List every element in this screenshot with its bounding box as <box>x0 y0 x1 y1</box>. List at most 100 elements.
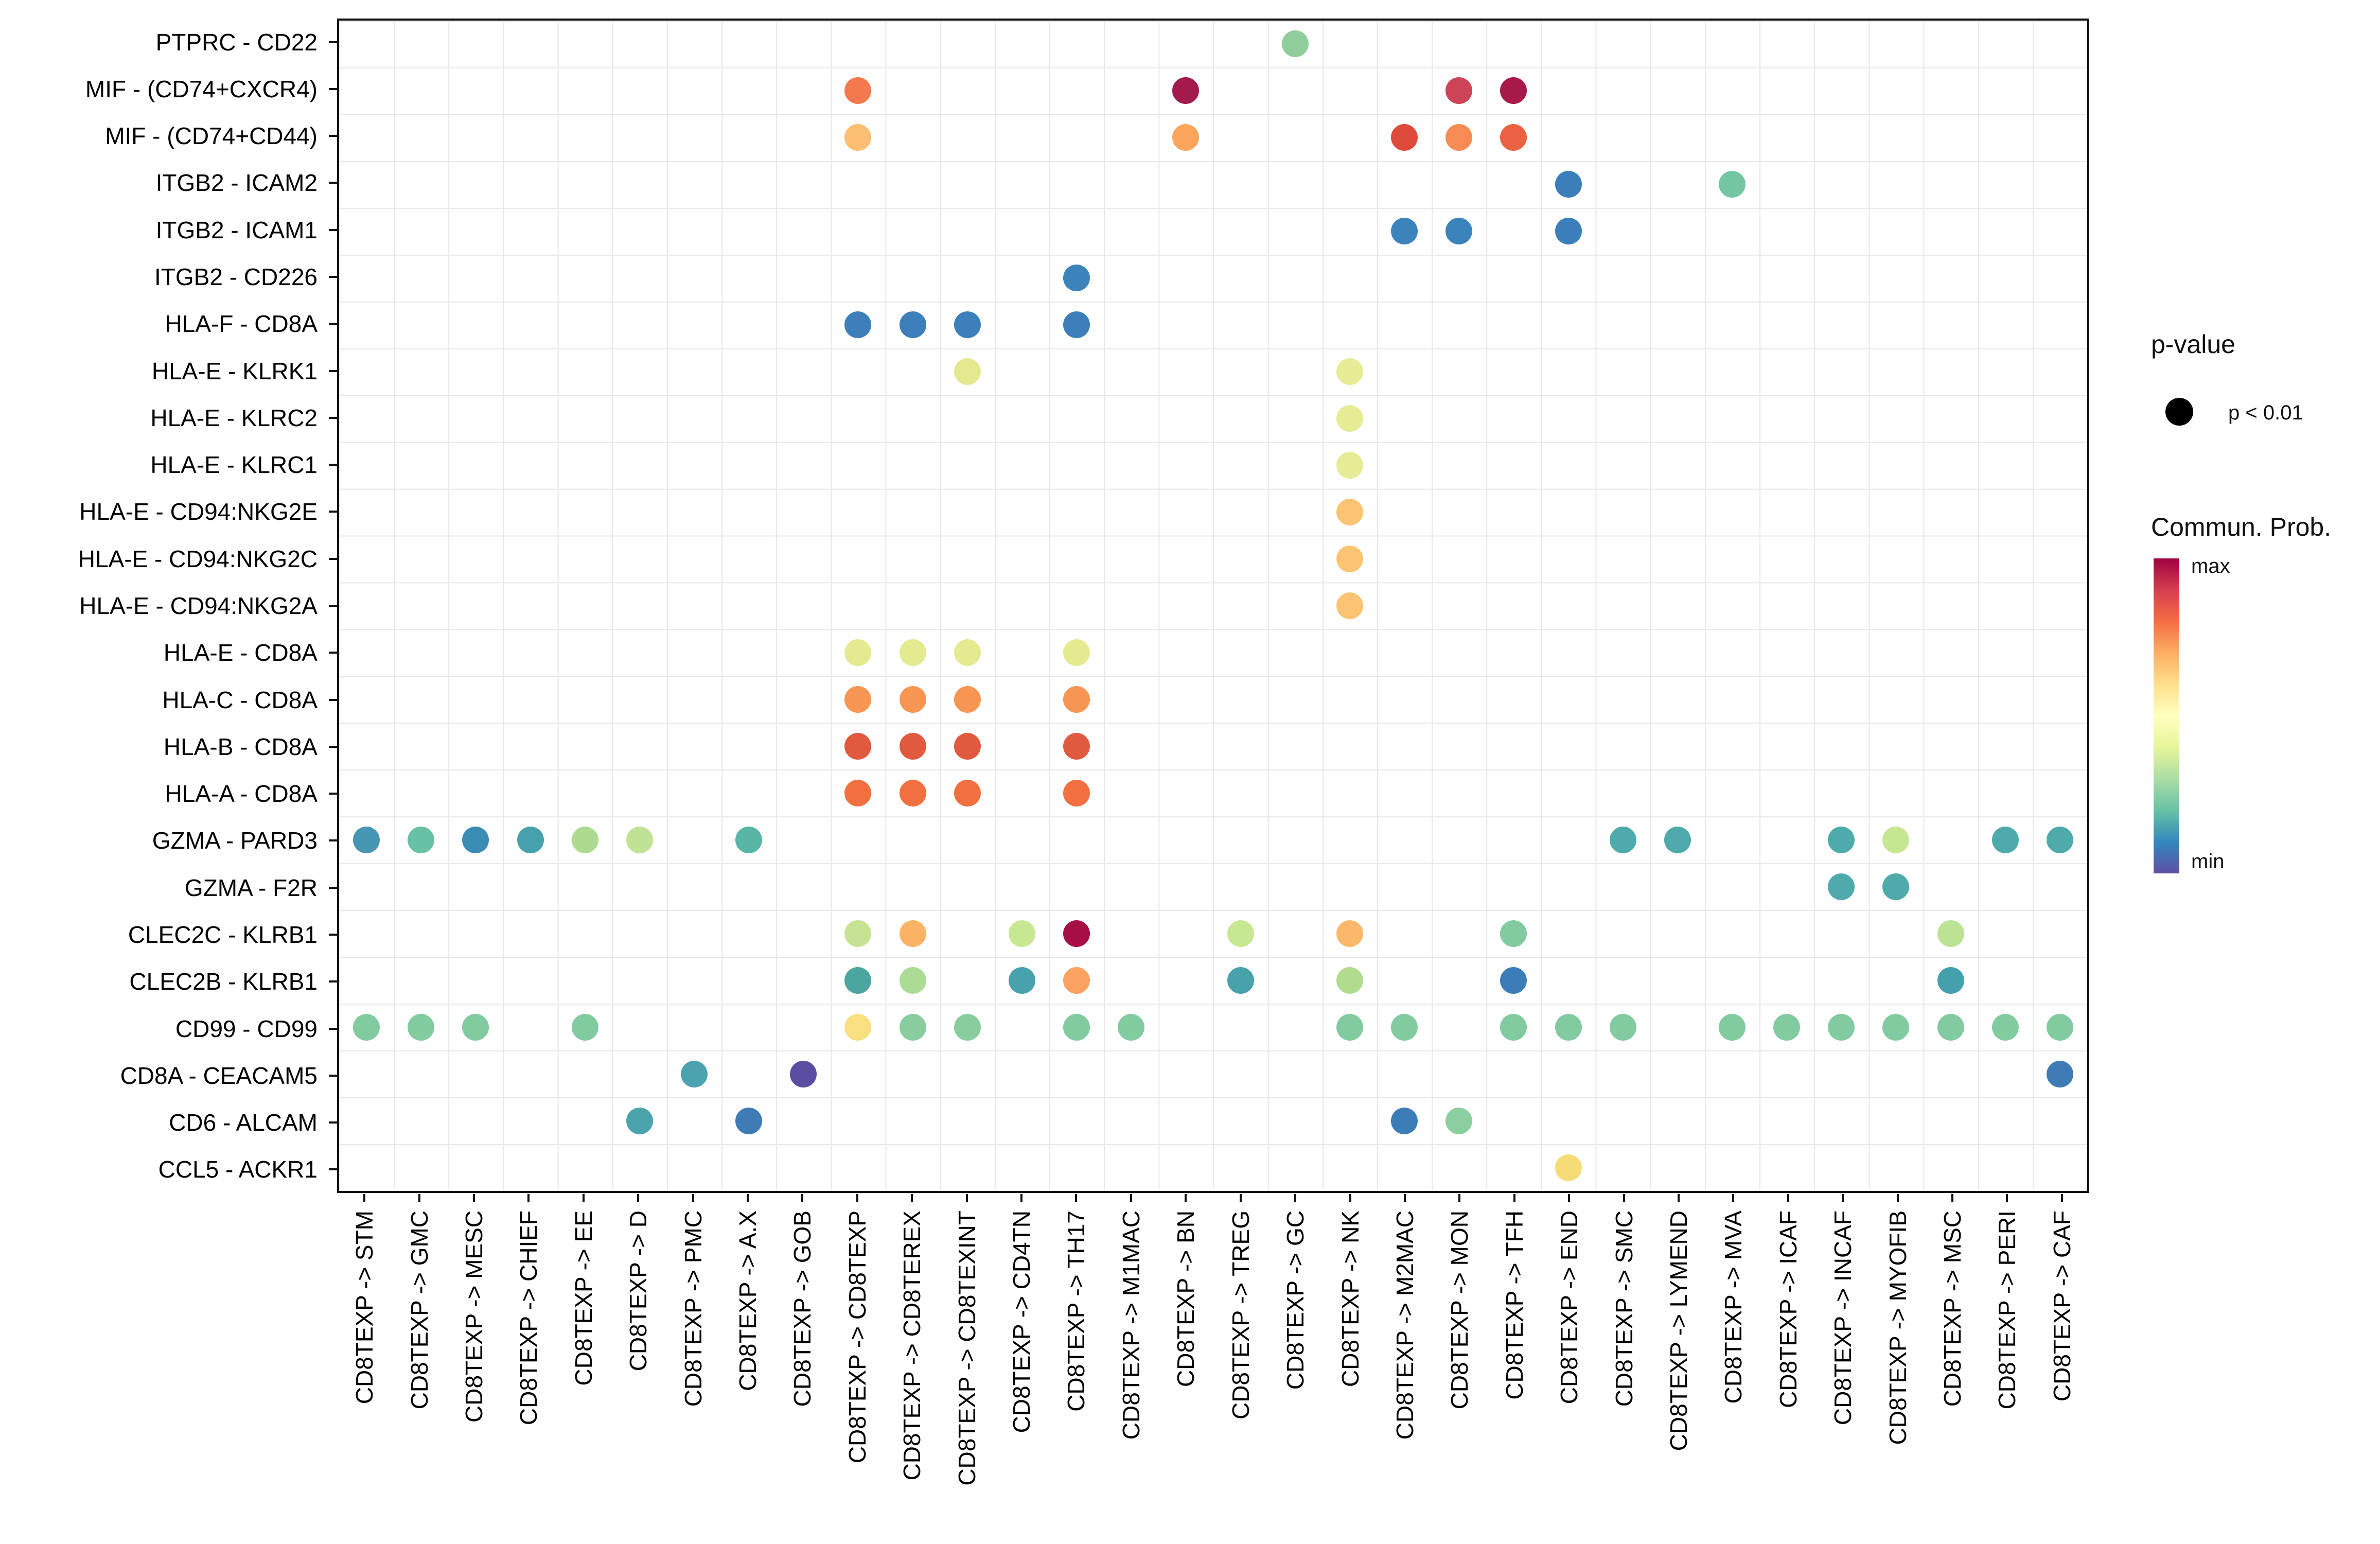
x-tick <box>1294 1194 1297 1202</box>
data-dot <box>1500 77 1527 104</box>
data-dot <box>1391 124 1418 151</box>
y-axis-label: HLA-C - CD8A <box>162 686 318 713</box>
data-dot <box>353 826 380 853</box>
y-tick <box>329 41 337 43</box>
data-dot <box>1063 1013 1090 1041</box>
data-dot <box>954 311 981 339</box>
x-tick <box>1185 1194 1187 1202</box>
data-dot <box>844 77 872 104</box>
x-tick <box>1020 1194 1023 1202</box>
data-dot <box>1336 452 1363 479</box>
x-tick <box>1732 1194 1735 1202</box>
data-dot <box>899 639 926 666</box>
data-dot <box>1937 967 1964 994</box>
data-dot <box>954 732 981 760</box>
x-tick <box>911 1194 913 1202</box>
data-dot <box>1391 218 1418 245</box>
x-tick <box>363 1194 366 1202</box>
data-dot <box>2046 1013 2073 1041</box>
data-dot <box>1336 920 1363 947</box>
data-dot <box>626 1107 653 1134</box>
x-tick <box>527 1194 530 1202</box>
data-dot <box>1172 77 1200 104</box>
x-axis-label: CD8TEXP -> M2MAC <box>1391 1210 1418 1440</box>
data-dot <box>735 1107 763 1134</box>
data-dot <box>735 826 763 853</box>
data-dot <box>1336 499 1363 526</box>
data-dot <box>1227 967 1254 994</box>
x-tick <box>2006 1194 2008 1202</box>
colorbar-gradient <box>2154 558 2179 873</box>
y-axis-label: CD99 - CD99 <box>175 1015 318 1042</box>
data-dot <box>1445 218 1473 245</box>
data-dot <box>1391 1107 1418 1134</box>
data-dot <box>1828 1013 1855 1041</box>
data-dot <box>1500 967 1527 994</box>
data-dot <box>1555 1154 1582 1181</box>
data-dot <box>844 639 872 666</box>
y-tick <box>329 839 337 842</box>
y-axis-label: MIF - (CD74+CD44) <box>105 122 318 150</box>
data-dot <box>1063 311 1090 339</box>
data-dot <box>571 1013 598 1041</box>
data-dot <box>844 686 872 713</box>
data-dot <box>1555 171 1582 198</box>
y-tick <box>329 1027 337 1030</box>
data-dot <box>1937 1013 1964 1041</box>
y-axis-label: HLA-E - KLRC1 <box>150 451 318 479</box>
colorbar-title: Commun. Prob. <box>2151 513 2332 541</box>
data-dot <box>844 732 872 760</box>
x-tick <box>418 1194 420 1202</box>
y-axis-label: HLA-E - KLRK1 <box>151 357 318 384</box>
y-axis-label: GZMA - PARD3 <box>152 827 318 854</box>
data-dot <box>1991 1013 2019 1041</box>
x-axis-label: CD8TEXP -> TREG <box>1227 1210 1254 1420</box>
y-tick <box>329 87 337 90</box>
y-tick <box>329 323 337 325</box>
x-tick <box>1458 1194 1461 1202</box>
y-tick <box>329 276 337 278</box>
data-dot <box>1773 1013 1801 1041</box>
data-dot <box>1718 171 1746 198</box>
colorbar-max-label: max <box>2191 555 2230 577</box>
x-axis-label: CD8TEXP -> TH17 <box>1063 1210 1090 1412</box>
data-dot <box>1008 920 1035 947</box>
x-axis-label: CD8TEXP -> CD8TEXP <box>843 1210 871 1464</box>
data-dot <box>899 1013 926 1041</box>
data-dot <box>1063 686 1090 713</box>
y-tick <box>329 370 337 372</box>
x-axis-label: CD8TEXP -> STM <box>351 1210 378 1405</box>
data-dot <box>1063 920 1090 947</box>
data-dot <box>462 826 489 853</box>
x-tick <box>1513 1194 1515 1202</box>
data-dot <box>1336 405 1363 432</box>
data-dot <box>1882 826 1910 853</box>
x-tick <box>747 1194 749 1202</box>
y-axis-ticks <box>329 19 337 1193</box>
data-dot <box>844 967 872 994</box>
x-axis-label: CD8TEXP -> CHIEF <box>515 1210 542 1426</box>
data-dot <box>899 311 926 339</box>
y-tick <box>329 511 337 513</box>
data-dot <box>408 1013 435 1041</box>
x-tick <box>856 1194 858 1202</box>
data-dot <box>1555 1013 1582 1041</box>
data-dot <box>844 124 872 151</box>
x-tick <box>1677 1194 1680 1202</box>
data-dot <box>1227 920 1254 947</box>
data-dot <box>899 920 926 947</box>
data-dot <box>1609 826 1636 853</box>
y-axis-label: HLA-B - CD8A <box>163 733 318 760</box>
data-dot <box>1281 30 1309 58</box>
x-tick <box>1951 1194 1953 1202</box>
x-tick <box>801 1194 804 1202</box>
x-tick <box>1075 1194 1078 1202</box>
y-tick <box>329 1074 337 1077</box>
y-axis-label: CLEC2B - KLRB1 <box>129 968 318 995</box>
y-tick <box>329 229 337 231</box>
data-dot <box>1718 1013 1746 1041</box>
y-axis-labels: PTPRC - CD22 MIF - (CD74+CXCR4) MIF - (CD7… <box>0 19 327 1193</box>
data-dot <box>517 826 544 853</box>
y-axis-label: HLA-E - CD94:NKG2E <box>79 498 318 525</box>
pvalue-item-label: p < 0.01 <box>2228 401 2303 424</box>
